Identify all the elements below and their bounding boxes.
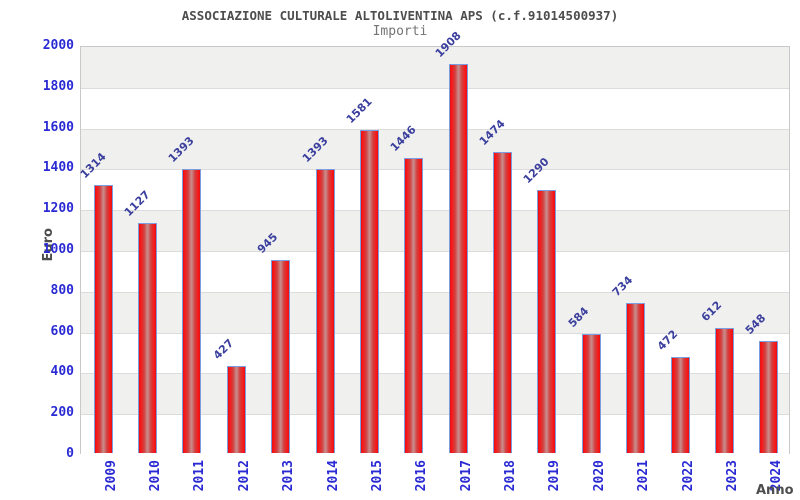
y-tick-label: 600 — [50, 323, 74, 339]
bar — [448, 63, 468, 453]
x-tick-label: 2023 — [724, 460, 740, 492]
gridline — [81, 414, 789, 416]
bar — [404, 158, 424, 453]
bar — [315, 168, 335, 453]
y-tick-label: 0 — [66, 446, 74, 461]
gridline — [81, 128, 789, 130]
bar — [271, 260, 291, 453]
y-tick-label: 2000 — [42, 38, 74, 53]
x-tick-label: 2021 — [636, 460, 652, 492]
plot-area: 1314 1127 1393 427 945 1393 1581 1446 1908 1474 12… — [77, 29, 790, 455]
x-tick-label: 2017 — [458, 460, 474, 492]
x-tick-label: 2011 — [192, 460, 208, 492]
x-tick-label: 2015 — [369, 460, 385, 492]
x-tick-label: 2012 — [236, 460, 252, 492]
bar — [138, 223, 158, 453]
x-tick-label: 2016 — [414, 460, 430, 492]
x-axis-title: Anno — [756, 483, 794, 498]
bar — [759, 341, 779, 453]
gridline — [81, 251, 789, 252]
y-tick-label: 200 — [50, 405, 74, 421]
bar — [537, 189, 557, 453]
y-tick-label: 1800 — [42, 78, 74, 94]
gridline — [81, 169, 789, 171]
x-tick-label: 2020 — [591, 460, 607, 492]
bar — [670, 356, 690, 453]
plot-band — [81, 128, 789, 170]
chart-subtitle: Importi — [372, 24, 428, 39]
x-tick-label: 2009 — [103, 460, 119, 492]
bar — [93, 184, 113, 453]
y-tick-label: 1400 — [42, 160, 74, 176]
x-tick-label: 2018 — [503, 460, 519, 492]
bar — [182, 168, 202, 453]
x-tick-label: 2019 — [547, 460, 563, 492]
y-tick-label: 800 — [50, 282, 74, 298]
bar — [493, 152, 513, 453]
x-tick-label: 2014 — [325, 460, 341, 492]
y-tick-label: 1600 — [42, 119, 74, 135]
chart-title: ASSOCIAZIONE CULTURALE ALTOLIVENTINA APS… — [181, 8, 619, 23]
y-tick-label: 400 — [50, 364, 74, 380]
x-tick-label: 2013 — [281, 460, 297, 492]
plot-band — [81, 87, 789, 129]
y-tick-label: 1200 — [42, 201, 74, 217]
gridline — [81, 332, 789, 334]
x-tick-label: 2010 — [148, 460, 164, 492]
bar — [714, 328, 734, 453]
y-tick-label: 1000 — [42, 242, 74, 257]
bar — [226, 365, 246, 453]
bar — [581, 333, 601, 453]
gridline — [81, 210, 789, 212]
gridline — [81, 373, 789, 375]
x-tick-label: 2022 — [680, 460, 696, 492]
gridline — [81, 87, 789, 89]
bar — [359, 130, 379, 453]
gridline — [81, 291, 789, 293]
bar — [626, 303, 646, 453]
plot-band — [81, 47, 789, 88]
